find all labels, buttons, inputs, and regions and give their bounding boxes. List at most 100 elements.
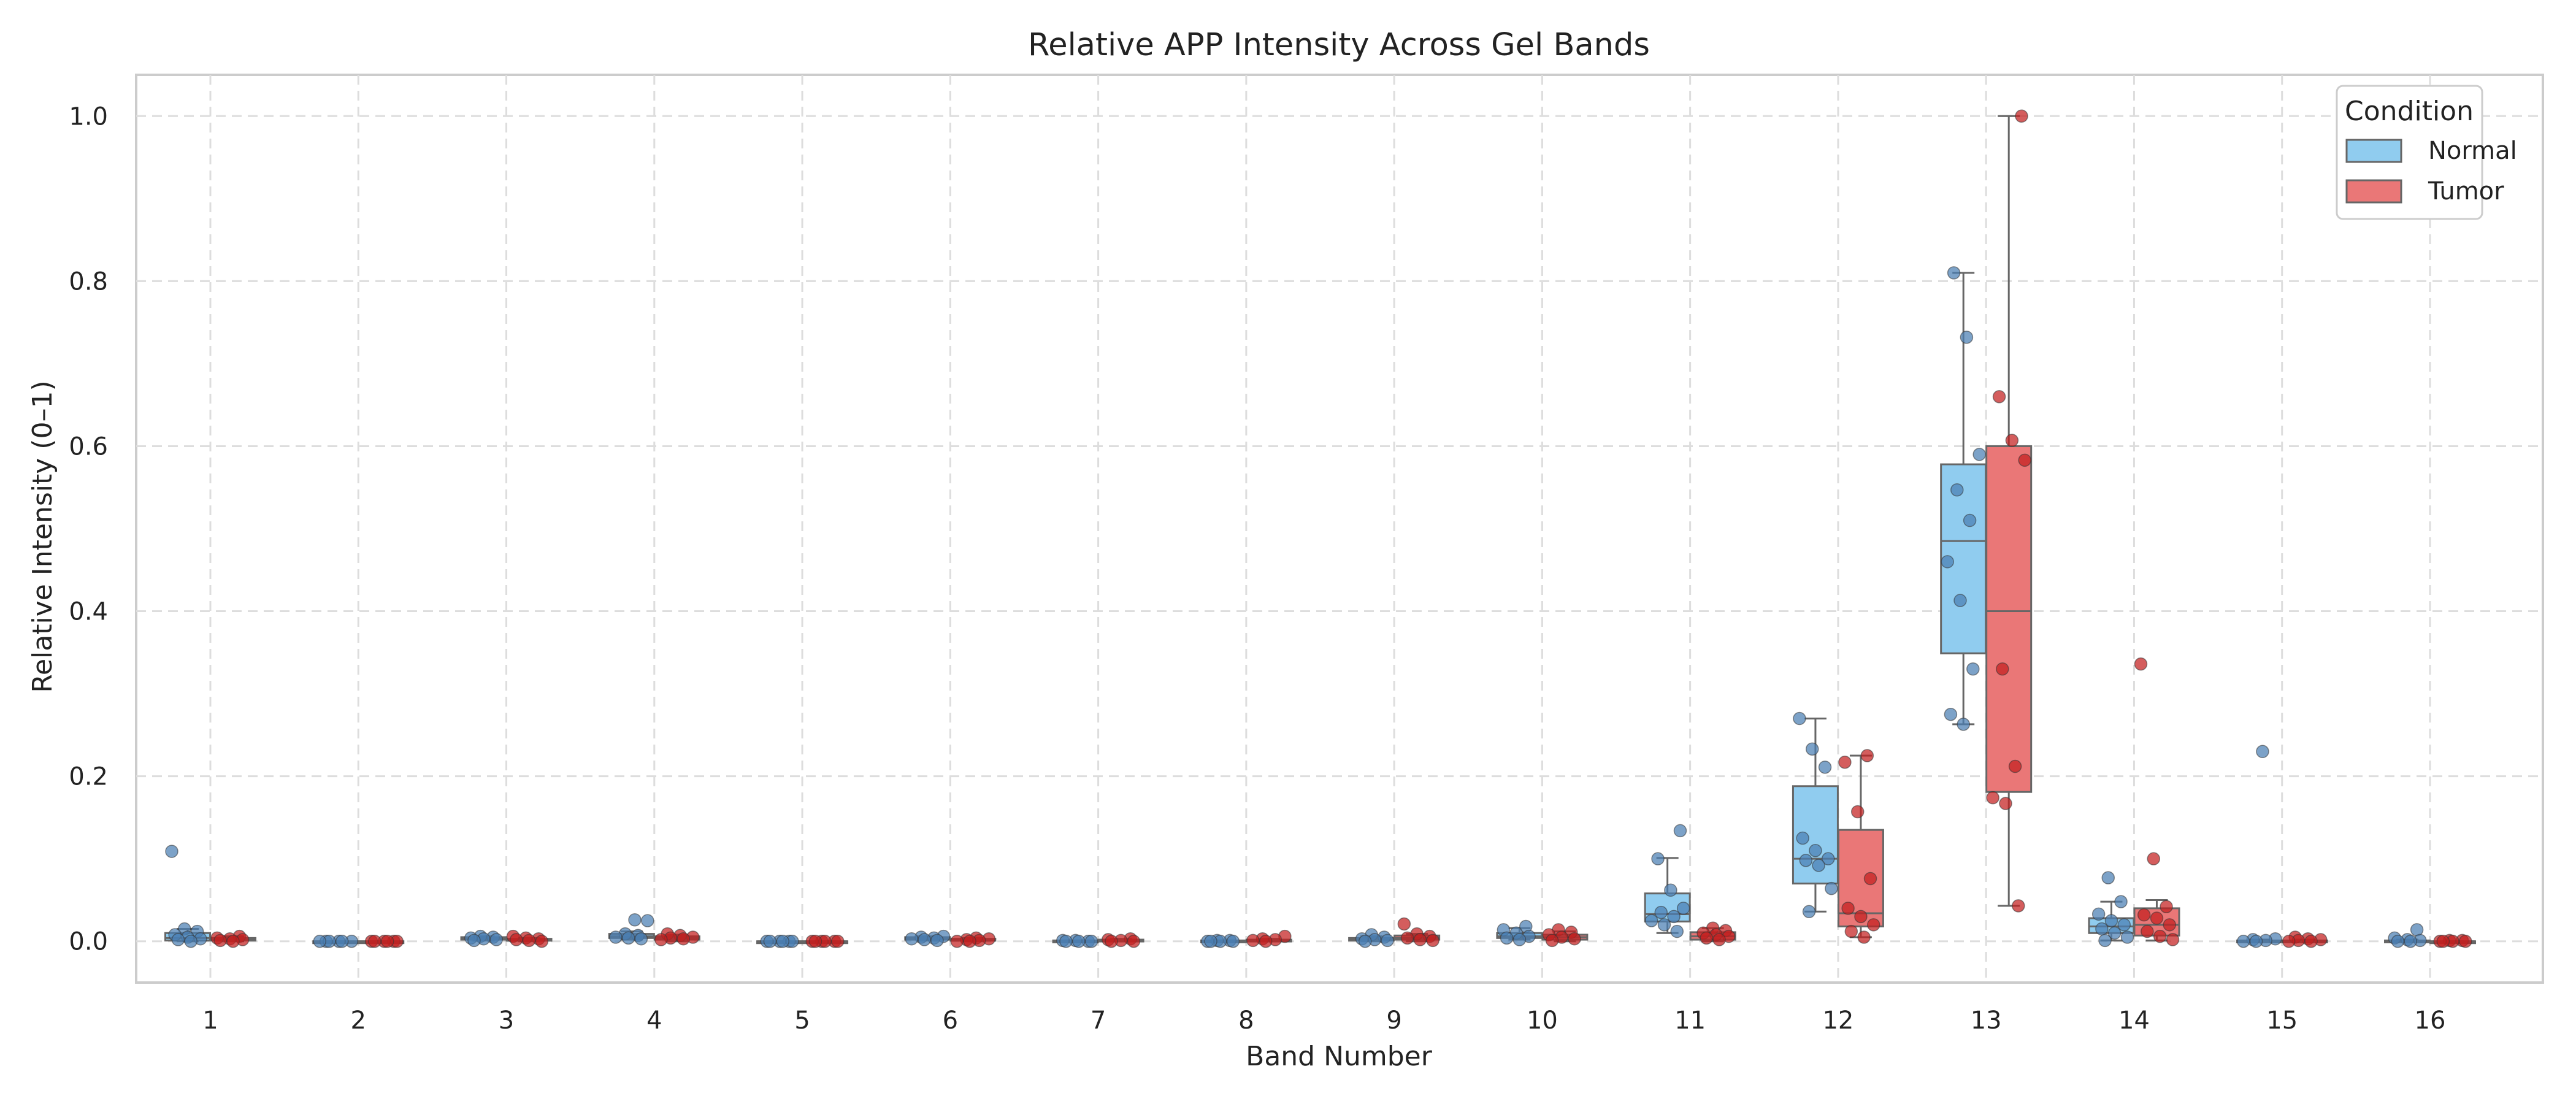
tumor-data-point — [522, 933, 536, 948]
legend-label-normal: Normal — [2428, 137, 2517, 165]
normal-data-point — [1654, 905, 1668, 919]
y-tick-label: 1.0 — [69, 102, 108, 131]
normal-data-point — [1799, 854, 1813, 867]
normal-data-point — [1821, 852, 1835, 865]
tumor-data-point — [2008, 759, 2022, 773]
x-tick-label: 12 — [1822, 1006, 1853, 1035]
normal-data-point — [2249, 934, 2263, 948]
normal-data-point — [1793, 711, 1806, 726]
x-tick-label: 15 — [2266, 1006, 2298, 1035]
tumor-data-point — [1712, 933, 1726, 946]
normal-data-point — [1667, 910, 1681, 924]
normal-data-point — [1072, 934, 1086, 948]
normal-data-point — [1358, 934, 1372, 948]
normal-data-point — [621, 931, 635, 945]
normal-data-point — [2391, 934, 2405, 948]
normal-data-point — [1512, 933, 1527, 946]
tumor-box — [1985, 445, 2033, 793]
chart-title: Relative APP Intensity Across Gel Bands — [1028, 27, 1650, 63]
normal-data-point — [930, 933, 944, 948]
tumor-data-point — [1105, 934, 1118, 948]
normal-data-point — [1944, 707, 1958, 721]
tumor-data-point — [1127, 934, 1141, 948]
x-tick-label: 14 — [2118, 1006, 2150, 1035]
tumor-data-point — [1863, 872, 1877, 886]
x-tick-label: 1 — [202, 1006, 218, 1035]
tumor-data-point — [1844, 924, 1858, 938]
tumor-data-point — [1999, 797, 2012, 810]
tumor-data-point — [1986, 791, 1999, 805]
legend: Condition Normal Tumor — [2336, 85, 2517, 220]
normal-data-point — [763, 934, 777, 948]
normal-data-point — [1818, 761, 1832, 774]
normal-data-point — [1670, 924, 1684, 938]
normal-data-point — [1957, 718, 1970, 731]
tumor-data-point — [1568, 932, 1581, 946]
x-tick-label: 4 — [646, 1006, 662, 1035]
normal-data-point — [1825, 881, 1838, 895]
tumor-data-point — [808, 934, 822, 948]
tumor-data-point — [2134, 657, 2148, 671]
tumor-data-point — [2141, 924, 2154, 938]
normal-data-point — [2114, 895, 2128, 908]
normal-data-point — [1204, 934, 1217, 948]
y-tick-label: 0.6 — [69, 432, 108, 461]
x-tick-label: 16 — [2415, 1006, 2446, 1035]
x-tick-label: 8 — [1238, 1006, 1254, 1035]
normal-data-point — [628, 913, 642, 927]
tumor-data-point — [1259, 934, 1273, 948]
normal-data-point — [776, 934, 790, 948]
x-tick-labels: 1 2 3 4 5 6 7 8 9 10 11 12 13 14 15 16 — [202, 1006, 2445, 1035]
normal-data-point — [1673, 824, 1687, 838]
tumor-data-point — [654, 933, 668, 946]
x-tick-label: 5 — [794, 1006, 810, 1035]
tumor-data-point — [509, 933, 523, 946]
normal-data-point — [2117, 918, 2131, 932]
x-tick-label: 2 — [351, 1006, 366, 1035]
normal-data-point — [1972, 448, 1986, 461]
grid-layer — [136, 75, 2543, 983]
tumor-data-point — [2436, 934, 2450, 948]
tumor-data-point — [1866, 918, 1880, 932]
normal-data-point — [1812, 859, 1825, 872]
normal-data-point — [2256, 745, 2269, 759]
normal-data-point — [1500, 931, 1514, 945]
legend-title: Condition — [2345, 96, 2474, 127]
y-axis-title: Relative Intensity (0–1) — [27, 380, 58, 692]
points-layer — [165, 109, 2472, 948]
normal-data-point — [165, 845, 178, 858]
y-tick-label: 0.8 — [69, 267, 108, 296]
tumor-data-point — [1545, 933, 1559, 948]
normal-data-point — [1805, 742, 1819, 756]
y-tick-label: 0.4 — [69, 598, 108, 626]
tumor-data-point — [2018, 453, 2031, 467]
tumor-data-point — [2150, 911, 2164, 925]
tumor-data-point — [1857, 930, 1871, 944]
x-tick-label: 6 — [943, 1006, 958, 1035]
x-tick-label: 9 — [1386, 1006, 1401, 1035]
tumor-data-point — [1426, 933, 1439, 948]
tumor-data-point — [831, 934, 845, 948]
legend-swatch-tumor — [2345, 179, 2402, 204]
y-tick-labels: 0.0 0.2 0.4 0.6 0.8 1.0 — [69, 102, 108, 956]
normal-data-point — [1963, 513, 1977, 527]
normal-data-point — [1084, 934, 1098, 948]
y-tick-label: 0.0 — [69, 928, 108, 956]
normal-data-point — [2095, 922, 2109, 936]
normal-data-point — [1664, 883, 1677, 897]
tumor-data-point — [2304, 934, 2318, 948]
normal-data-point — [2404, 934, 2417, 948]
normal-data-point — [1809, 843, 1822, 857]
tumor-data-point — [1838, 756, 1852, 769]
normal-data-point — [2236, 934, 2250, 948]
normal-data-point — [2107, 926, 2122, 940]
tumor-data-point — [1860, 749, 1874, 762]
tumor-data-point — [677, 932, 690, 946]
normal-data-point — [1960, 331, 1974, 344]
normal-data-point — [2101, 871, 2115, 884]
normal-data-point — [1941, 555, 1954, 569]
tumor-data-point — [2459, 934, 2472, 948]
tumor-data-point — [1841, 902, 1855, 915]
tumor-data-point — [1413, 933, 1427, 946]
tumor-data-point — [535, 934, 549, 948]
